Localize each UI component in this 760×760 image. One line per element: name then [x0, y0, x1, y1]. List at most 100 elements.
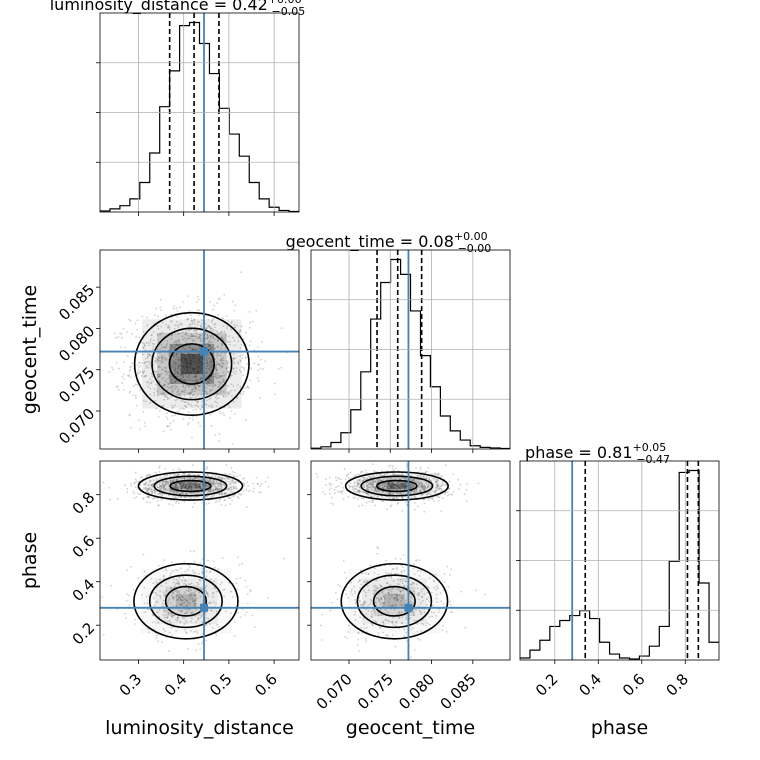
sample-point [451, 493, 453, 496]
sample-point [363, 580, 366, 583]
sample-point [143, 587, 146, 589]
sample-point [221, 374, 224, 377]
sample-point [223, 595, 226, 598]
sample-point [168, 598, 171, 600]
sample-point [192, 611, 194, 614]
sample-point [373, 485, 375, 488]
sample-point [220, 347, 222, 350]
sample-point [170, 615, 173, 618]
sample-point [167, 383, 170, 385]
sample-point [214, 501, 217, 504]
sample-point [413, 478, 416, 481]
sample-point [422, 486, 425, 489]
sample-point [162, 628, 165, 630]
sample-point [173, 361, 176, 364]
sample-point [161, 613, 164, 616]
sample-point [230, 395, 233, 397]
sample-point [171, 316, 174, 319]
sample-point [248, 326, 251, 329]
sample-point [419, 482, 422, 484]
sample-point [374, 504, 376, 507]
sample-point [159, 597, 162, 600]
sample-point [401, 497, 403, 499]
sample-point [427, 499, 430, 502]
sample-point [243, 369, 246, 371]
sample-point [439, 487, 442, 490]
sample-point [465, 488, 468, 491]
sample-point [187, 583, 190, 586]
sample-point [144, 425, 147, 427]
sample-point [125, 599, 128, 602]
sample-point [356, 490, 359, 493]
sample-point [445, 484, 448, 487]
sample-point [123, 377, 125, 380]
sample-point [392, 497, 395, 500]
sample-point [230, 612, 233, 615]
sample-point [223, 330, 226, 333]
sample-point [357, 483, 360, 486]
sample-point [416, 637, 419, 640]
sample-point [375, 597, 378, 600]
sample-point [175, 599, 178, 601]
sample-point [142, 410, 145, 413]
sample-point [235, 370, 238, 373]
sample-point [195, 335, 198, 337]
sample-point [150, 490, 153, 493]
sample-point [175, 589, 178, 591]
sample-point [152, 488, 155, 491]
sample-point [387, 601, 390, 604]
sample-point [380, 500, 383, 502]
sample-point [330, 487, 332, 490]
sample-point [186, 478, 189, 480]
sample-point [183, 617, 186, 619]
sample-point [194, 361, 197, 363]
sample-point [195, 364, 198, 367]
sample-point [330, 502, 332, 504]
sample-point [126, 374, 129, 377]
sample-point [187, 379, 189, 382]
contour-level [137, 471, 244, 501]
sample-point [405, 578, 408, 580]
sample-point [361, 491, 363, 493]
sample-point [157, 359, 160, 362]
sample-point [211, 365, 214, 368]
sample-point [390, 588, 393, 591]
sample-point [141, 341, 144, 344]
sample-point [214, 375, 217, 378]
sample-point [192, 569, 195, 572]
sample-point [171, 504, 174, 507]
sample-point [458, 487, 460, 490]
sample-point [409, 487, 411, 490]
sample-point [187, 486, 190, 489]
sample-point [166, 425, 169, 428]
sample-point [428, 623, 431, 626]
sample-point [183, 477, 186, 480]
sample-point [173, 490, 176, 493]
sample-point [187, 483, 190, 485]
sample-point [208, 623, 211, 626]
sample-point [155, 483, 158, 486]
sample-point [374, 584, 377, 587]
sample-point [178, 394, 181, 397]
sample-point [225, 366, 228, 369]
sample-point [391, 486, 394, 489]
sample-point [409, 487, 412, 489]
sample-point [182, 366, 185, 369]
sample-point [206, 485, 208, 488]
sample-point [442, 497, 444, 500]
sample-point [212, 481, 215, 483]
sample-point [187, 482, 190, 485]
sample-point [396, 598, 398, 601]
sample-point [381, 479, 384, 482]
sample-point [147, 488, 150, 491]
sample-point [179, 603, 182, 606]
sample-point [347, 631, 350, 633]
sample-point [232, 367, 235, 370]
sample-point [148, 473, 151, 476]
sample-point [441, 483, 444, 485]
sample-point [178, 392, 181, 395]
sample-point [190, 359, 193, 362]
sample-point [436, 587, 439, 590]
sample-point [235, 324, 238, 327]
sample-point [147, 487, 149, 490]
